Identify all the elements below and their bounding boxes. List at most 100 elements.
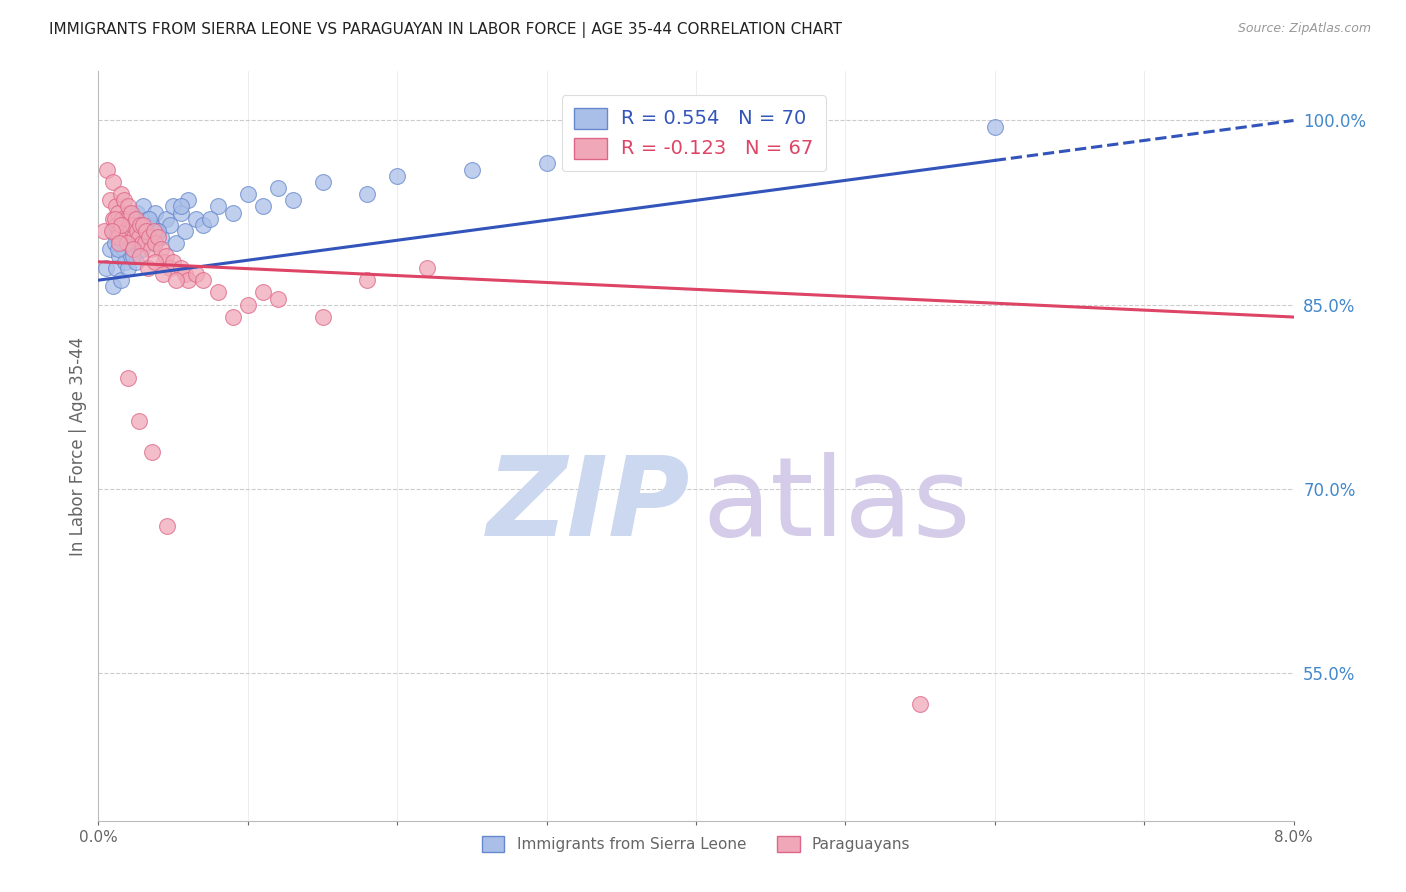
Point	[148, 224, 170, 238]
Point	[356, 273, 378, 287]
Point	[162, 199, 184, 213]
Point	[110, 211, 132, 226]
Point	[114, 218, 136, 232]
Point	[115, 236, 138, 251]
Point	[103, 224, 125, 238]
Point	[143, 236, 166, 251]
Text: IMMIGRANTS FROM SIERRA LEONE VS PARAGUAYAN IN LABOR FORCE | AGE 35-44 CORRELATIO: IMMIGRANTS FROM SIERRA LEONE VS PARAGUAY…	[49, 22, 842, 38]
Point	[311, 175, 333, 189]
Point	[108, 224, 131, 238]
Point	[222, 205, 245, 219]
Point	[121, 249, 143, 263]
Point	[96, 162, 118, 177]
Point	[127, 205, 149, 219]
Point	[138, 230, 160, 244]
Legend: Immigrants from Sierra Leone, Paraguayans: Immigrants from Sierra Leone, Paraguayan…	[475, 830, 917, 858]
Point	[117, 205, 139, 219]
Point	[207, 199, 229, 213]
Point	[135, 224, 157, 238]
Point	[120, 249, 142, 263]
Point	[267, 181, 290, 195]
Point	[177, 273, 200, 287]
Point	[155, 249, 177, 263]
Point	[139, 218, 162, 232]
Point	[128, 230, 150, 244]
Point	[117, 260, 139, 275]
Point	[148, 224, 170, 238]
Point	[104, 236, 127, 251]
Point	[222, 310, 245, 324]
Point	[112, 243, 135, 257]
Point	[105, 230, 128, 244]
Point	[191, 273, 214, 287]
Point	[120, 218, 142, 232]
Point	[159, 218, 181, 232]
Point	[107, 218, 129, 232]
Point	[121, 218, 143, 232]
Point	[125, 211, 148, 226]
Point	[143, 254, 166, 268]
Point	[184, 267, 207, 281]
Point	[115, 236, 138, 251]
Point	[134, 236, 156, 251]
Point	[184, 211, 207, 226]
Point	[103, 211, 125, 226]
Point	[111, 224, 134, 238]
Point	[98, 243, 122, 257]
Point	[110, 187, 132, 202]
Point	[129, 218, 152, 232]
Text: ZIP: ZIP	[486, 452, 690, 559]
Point	[125, 254, 148, 268]
Point	[127, 224, 149, 238]
Point	[610, 150, 633, 164]
Point	[132, 224, 155, 238]
Point	[169, 199, 191, 213]
Point	[131, 236, 153, 251]
Point	[129, 218, 152, 232]
Point	[150, 230, 173, 244]
Point	[125, 224, 148, 238]
Point	[200, 211, 222, 226]
Point	[107, 205, 129, 219]
Point	[155, 211, 177, 226]
Point	[311, 310, 333, 324]
Point	[142, 224, 165, 238]
Point	[252, 199, 274, 213]
Point	[128, 414, 150, 428]
Point	[174, 267, 197, 281]
Point	[174, 224, 197, 238]
Point	[129, 218, 152, 232]
Point	[984, 120, 1007, 134]
Point	[156, 519, 179, 533]
Point	[128, 236, 150, 251]
Point	[108, 236, 131, 251]
Point	[141, 445, 163, 459]
Point	[236, 298, 259, 312]
Point	[117, 199, 139, 213]
Point	[132, 199, 155, 213]
Point	[908, 697, 931, 711]
Point	[103, 279, 125, 293]
Point	[138, 211, 160, 226]
Point	[385, 169, 409, 183]
Point	[111, 230, 134, 244]
Text: Source: ZipAtlas.com: Source: ZipAtlas.com	[1237, 22, 1371, 36]
Point	[356, 187, 378, 202]
Point	[165, 273, 187, 287]
Point	[114, 254, 136, 268]
Point	[112, 194, 135, 208]
Point	[142, 236, 165, 251]
Point	[121, 243, 143, 257]
Point	[114, 224, 136, 238]
Point	[416, 260, 439, 275]
Point	[93, 224, 115, 238]
Point	[132, 218, 155, 232]
Point	[110, 273, 132, 287]
Point	[94, 260, 117, 275]
Point	[267, 292, 290, 306]
Point	[148, 230, 170, 244]
Point	[129, 249, 152, 263]
Point	[115, 230, 138, 244]
Point	[98, 194, 122, 208]
Point	[191, 218, 214, 232]
